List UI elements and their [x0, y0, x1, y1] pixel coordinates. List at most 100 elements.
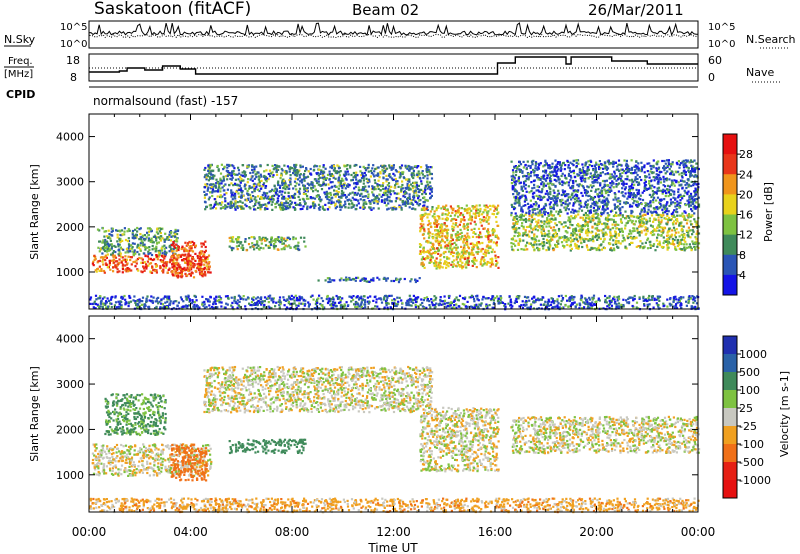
data-cell — [232, 204, 235, 207]
data-cell — [657, 216, 660, 219]
data-cell — [593, 201, 596, 204]
data-cell — [643, 189, 646, 192]
data-cell — [173, 256, 176, 259]
data-cell — [625, 168, 628, 171]
data-cell — [251, 165, 254, 168]
data-cell — [542, 185, 545, 188]
data-cell — [236, 183, 239, 186]
data-cell — [484, 206, 487, 209]
data-cell — [468, 253, 471, 256]
data-cell — [229, 177, 232, 180]
data-cell — [594, 171, 597, 174]
data-cell — [284, 182, 287, 185]
data-cell — [403, 203, 407, 206]
data-cell — [451, 208, 454, 212]
data-cell — [173, 267, 176, 270]
data-cell — [648, 217, 651, 220]
data-cell — [140, 270, 143, 273]
data-cell — [587, 227, 590, 230]
data-cell — [377, 197, 380, 200]
data-cell — [651, 190, 654, 193]
data-cell — [163, 240, 166, 243]
data-cell — [372, 193, 375, 196]
data-cell — [475, 235, 478, 239]
data-cell — [418, 173, 421, 176]
data-cell — [593, 222, 596, 225]
data-cell — [147, 252, 150, 256]
data-cell — [593, 209, 596, 212]
data-cell — [615, 175, 618, 178]
data-cell — [619, 163, 622, 166]
data-cell — [275, 188, 278, 191]
data-cell — [149, 252, 152, 255]
data-cell — [525, 234, 529, 237]
data-cell — [388, 188, 392, 191]
data-cell — [554, 245, 557, 248]
data-cell — [438, 244, 441, 247]
data-cell — [249, 171, 252, 175]
data-cell — [337, 165, 340, 168]
data-cell — [553, 178, 556, 181]
data-cell — [473, 259, 477, 262]
data-cell — [687, 213, 691, 216]
data-cell — [258, 184, 261, 187]
data-cell — [392, 167, 395, 170]
data-cell — [557, 168, 560, 171]
data-cell — [677, 203, 680, 206]
data-cell — [673, 229, 676, 232]
data-cell — [582, 171, 585, 175]
data-cell — [140, 257, 143, 260]
data-cell — [603, 233, 607, 236]
data-cell — [601, 232, 605, 235]
data-cell — [659, 178, 662, 181]
data-cell — [626, 175, 629, 178]
data-cell — [537, 239, 541, 242]
data-cell — [404, 195, 407, 199]
data-cell — [247, 164, 251, 167]
data-cell — [313, 185, 316, 188]
data-cell — [695, 162, 698, 165]
data-cell — [489, 240, 492, 243]
data-cell — [206, 189, 209, 192]
data-cell — [339, 200, 342, 203]
data-cell — [665, 188, 669, 191]
data-cell — [408, 180, 411, 183]
data-cell — [692, 165, 695, 168]
data-cell — [471, 260, 474, 263]
data-cell — [524, 198, 527, 201]
data-cell — [294, 169, 297, 172]
data-cell — [387, 202, 390, 205]
data-cell — [387, 207, 390, 210]
data-cell — [695, 201, 698, 204]
data-cell — [134, 236, 137, 240]
data-cell — [578, 233, 581, 236]
data-cell — [667, 210, 670, 213]
data-cell — [491, 232, 494, 235]
data-cell — [105, 245, 108, 249]
data-cell — [690, 247, 693, 250]
data-cell — [440, 253, 443, 256]
freq-left-tick-bottom: 8 — [70, 71, 77, 84]
data-cell — [642, 221, 645, 224]
data-cell — [98, 229, 101, 232]
data-cell — [129, 250, 132, 253]
data-cell — [522, 225, 525, 228]
data-cell — [513, 190, 516, 193]
data-cell — [198, 268, 201, 271]
data-cell — [219, 207, 222, 210]
data-cell — [673, 179, 676, 182]
data-cell — [489, 234, 492, 237]
data-cell — [408, 178, 411, 181]
data-cell — [149, 240, 152, 243]
data-cell — [572, 164, 575, 167]
data-cell — [650, 214, 654, 217]
data-cell — [264, 186, 267, 189]
data-cell — [268, 190, 271, 193]
data-cell — [510, 245, 513, 248]
data-cell — [409, 167, 412, 170]
data-cell — [373, 201, 376, 205]
data-cell — [454, 264, 457, 267]
data-cell — [682, 159, 685, 162]
data-cell — [554, 201, 557, 204]
data-cell — [128, 229, 131, 232]
